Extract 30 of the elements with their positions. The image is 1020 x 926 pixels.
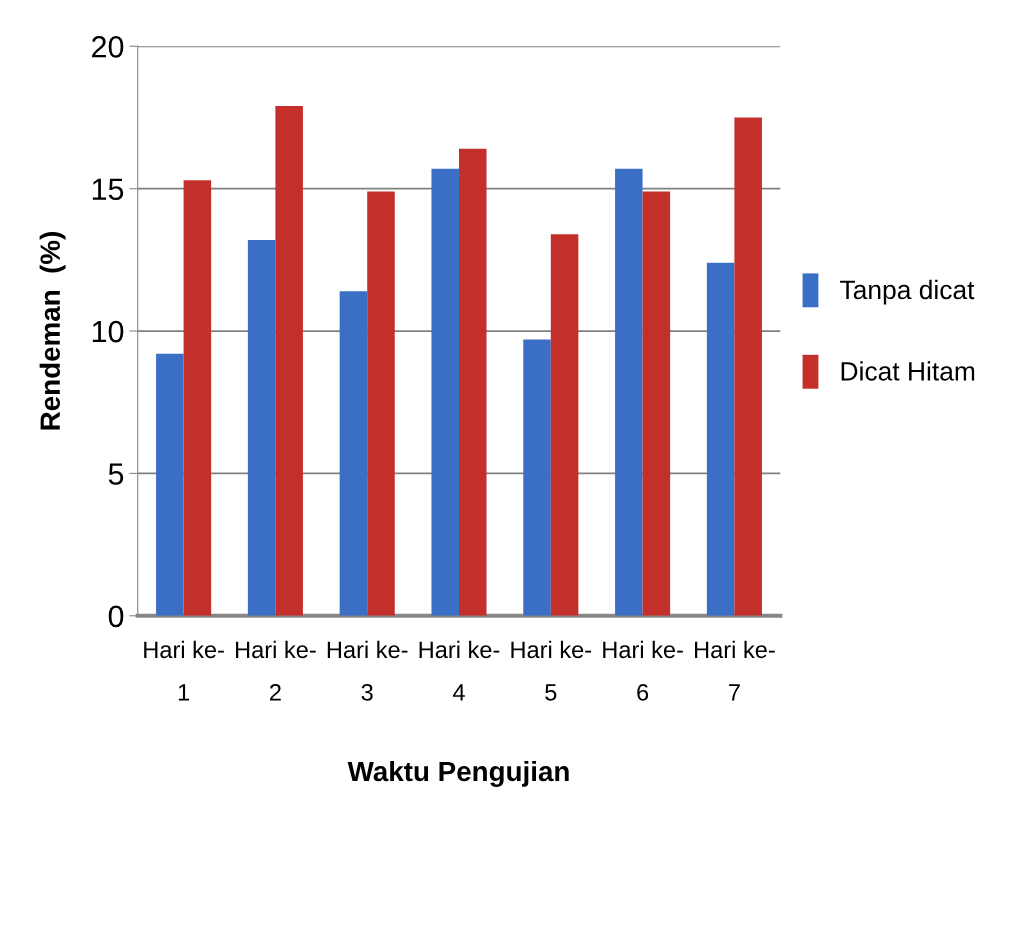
bar: [523, 339, 551, 616]
x-tick-label: Hari ke- 5: [511, 640, 592, 701]
bar: [459, 148, 487, 616]
bar: [183, 180, 212, 616]
x-tick-label: Hari ke- 7: [695, 640, 775, 701]
y-tick-label: 10: [92, 320, 124, 343]
bar: [431, 168, 459, 616]
x-tick-label: Hari ke- 2: [236, 640, 316, 701]
y-tick-label: 15: [92, 178, 124, 201]
bar: [706, 262, 735, 616]
bar: [615, 168, 643, 616]
bar: [367, 191, 395, 616]
legend-label: Dicat Hitam: [841, 361, 975, 381]
bar: [734, 117, 762, 616]
y-tick-label: 5: [108, 463, 124, 485]
y-tick-label: 0: [108, 605, 124, 628]
x-tick-label: Hari ke- 3: [327, 640, 408, 701]
bar: [156, 353, 184, 616]
bar: [550, 234, 579, 616]
bar: [275, 106, 303, 616]
x-tick-label: Hari ke- 4: [419, 640, 500, 701]
bar: [247, 239, 276, 616]
bar: [642, 191, 671, 616]
x-tick-label: Hari ke- 1: [144, 640, 224, 701]
x-tick-label: Hari ke- 6: [603, 640, 683, 701]
legend-label: Tanpa dicat: [840, 279, 975, 305]
x-axis-title: Waktu Pengujian: [347, 760, 569, 787]
bar: [339, 291, 368, 616]
y-axis-title: Rendeman (%): [39, 232, 66, 430]
y-tick-label: 20: [92, 36, 124, 58]
